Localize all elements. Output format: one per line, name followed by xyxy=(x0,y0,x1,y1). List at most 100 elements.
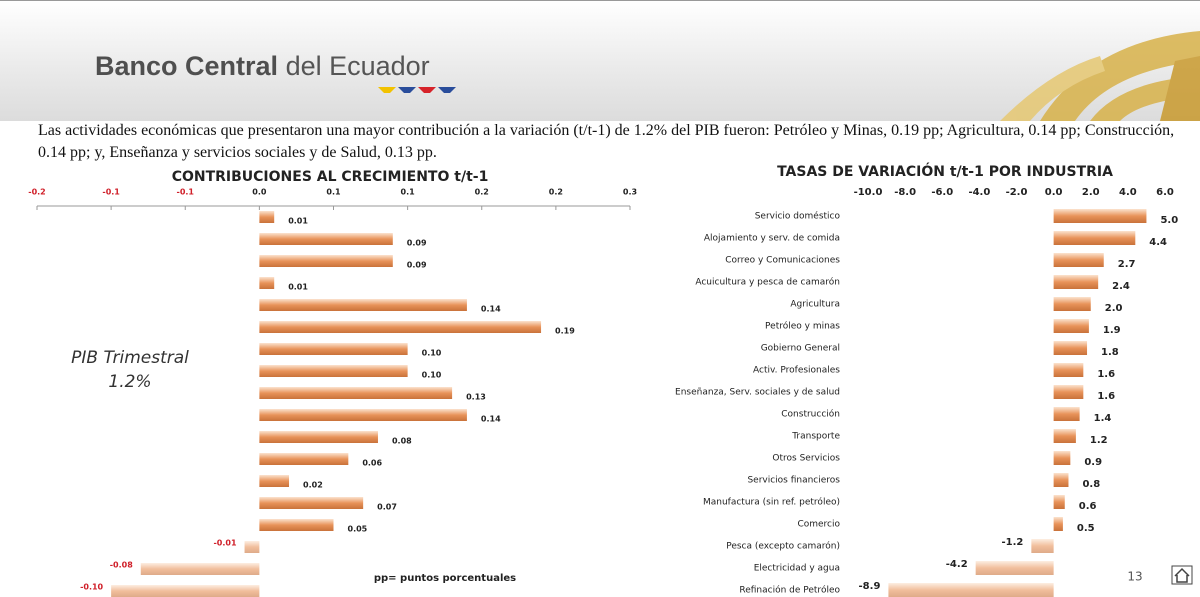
bar xyxy=(1054,517,1063,531)
category-label: Otros Servicios xyxy=(772,454,840,464)
category-label: Activ. Profesionales xyxy=(753,366,840,376)
charts: pp= puntos porcentuales 13 CONTRIBUCIONE… xyxy=(0,0,1200,597)
page-number: 13 xyxy=(1127,570,1142,584)
bar xyxy=(259,519,333,531)
x-tick-label: -0.1 xyxy=(102,188,120,197)
x-tick-label: 0.3 xyxy=(623,188,637,197)
category-label: Alojamiento y serv. de comida xyxy=(704,234,840,244)
value-label: -1.2 xyxy=(1001,537,1023,548)
bar xyxy=(259,431,378,443)
x-tick-label: 0.1 xyxy=(401,188,416,197)
bar xyxy=(1031,539,1053,553)
bar xyxy=(259,343,407,355)
x-tick-label: -8.0 xyxy=(894,187,916,198)
value-label: 0.02 xyxy=(303,481,323,490)
value-label: 1.8 xyxy=(1101,347,1119,358)
x-tick-label: 4.0 xyxy=(1119,187,1137,198)
category-label: Servicio doméstico xyxy=(755,211,841,222)
value-label: 0.10 xyxy=(422,371,442,380)
bar xyxy=(259,299,467,311)
x-tick-label: -4.0 xyxy=(968,187,990,198)
category-label: Construcción xyxy=(781,409,840,420)
category-label: Acuicultura y pesca de camarón xyxy=(695,277,840,288)
value-label: 0.6 xyxy=(1079,501,1097,512)
bar xyxy=(259,277,274,289)
annotation-line: PIB Trimestral xyxy=(60,346,200,370)
value-label: -4.2 xyxy=(946,559,968,570)
value-label: 0.9 xyxy=(1084,457,1102,468)
bar xyxy=(1054,363,1084,377)
category-label: Comercio xyxy=(797,520,840,530)
bar xyxy=(259,233,392,245)
bar xyxy=(1054,495,1065,509)
x-tick-label: 0.0 xyxy=(252,188,267,197)
value-label: 0.06 xyxy=(362,459,382,468)
category-label: Transporte xyxy=(791,432,840,442)
bar xyxy=(259,387,452,399)
bar xyxy=(1054,385,1084,399)
bar xyxy=(1054,429,1076,443)
category-label: Manufactura (sin ref. petróleo) xyxy=(703,497,840,508)
bar xyxy=(141,563,260,575)
value-label: 5.0 xyxy=(1160,215,1178,226)
bar xyxy=(1054,341,1087,355)
category-label: Gobierno General xyxy=(761,344,840,354)
bar xyxy=(111,585,259,597)
value-label: -0.01 xyxy=(213,539,236,548)
bar xyxy=(1054,407,1080,421)
category-label: Electricidad y agua xyxy=(754,564,840,574)
x-tick-label: -6.0 xyxy=(931,187,953,198)
value-label: -0.10 xyxy=(80,583,103,592)
value-label: 0.10 xyxy=(422,349,442,358)
value-label: 4.4 xyxy=(1149,237,1167,248)
bar xyxy=(259,211,274,223)
x-tick-label: 0.0 xyxy=(1045,187,1063,198)
value-label: 2.4 xyxy=(1112,281,1130,292)
value-label: 0.01 xyxy=(288,283,308,292)
bar xyxy=(259,365,407,377)
value-label: 0.05 xyxy=(348,525,368,534)
x-tick-label: 6.0 xyxy=(1156,187,1174,198)
bar xyxy=(259,497,363,509)
annotation: PIB Trimestral 1.2% xyxy=(60,346,200,394)
value-label: 0.14 xyxy=(481,415,501,424)
bar xyxy=(888,583,1053,597)
value-label: 0.09 xyxy=(407,261,427,270)
value-label: 1.2 xyxy=(1090,435,1108,446)
value-label: 0.09 xyxy=(407,239,427,248)
bar xyxy=(1054,231,1136,245)
value-label: 0.5 xyxy=(1077,523,1095,534)
bar xyxy=(1054,253,1104,267)
home-button[interactable] xyxy=(1172,566,1192,584)
x-tick-label: 0.1 xyxy=(326,188,341,197)
category-label: Pesca (excepto camarón) xyxy=(726,541,840,552)
value-label: 0.8 xyxy=(1082,479,1100,490)
bar xyxy=(1054,473,1069,487)
value-label: 0.13 xyxy=(466,393,486,402)
bar xyxy=(976,561,1054,575)
slide: Banco Central del Ecuador Las actividade… xyxy=(0,0,1200,597)
x-tick-label: 0.2 xyxy=(549,188,563,197)
bar xyxy=(259,409,467,421)
x-tick-label: -0.2 xyxy=(28,188,46,197)
value-label: 2.0 xyxy=(1105,303,1123,314)
x-tick-label: 0.2 xyxy=(475,188,489,197)
category-label: Petróleo y minas xyxy=(765,321,840,332)
bar xyxy=(1054,451,1071,465)
x-tick-label: -0.1 xyxy=(177,188,195,197)
bar xyxy=(1054,319,1089,333)
value-label: 0.08 xyxy=(392,437,412,446)
category-label: Servicios financieros xyxy=(747,476,840,486)
value-label: 0.14 xyxy=(481,305,501,314)
value-label: 0.07 xyxy=(377,503,397,512)
value-label: 1.6 xyxy=(1097,369,1115,380)
value-label: 1.4 xyxy=(1094,413,1112,424)
bar xyxy=(259,321,541,333)
chart-title: CONTRIBUCIONES AL CRECIMIENTO t/t-1 xyxy=(172,169,489,185)
annotation-line: 1.2% xyxy=(60,370,200,394)
bar xyxy=(1054,209,1147,223)
x-tick-label: 2.0 xyxy=(1082,187,1100,198)
bar xyxy=(259,255,392,267)
category-label: Correo y Comunicaciones xyxy=(725,256,840,266)
x-tick-label: -10.0 xyxy=(854,187,883,198)
